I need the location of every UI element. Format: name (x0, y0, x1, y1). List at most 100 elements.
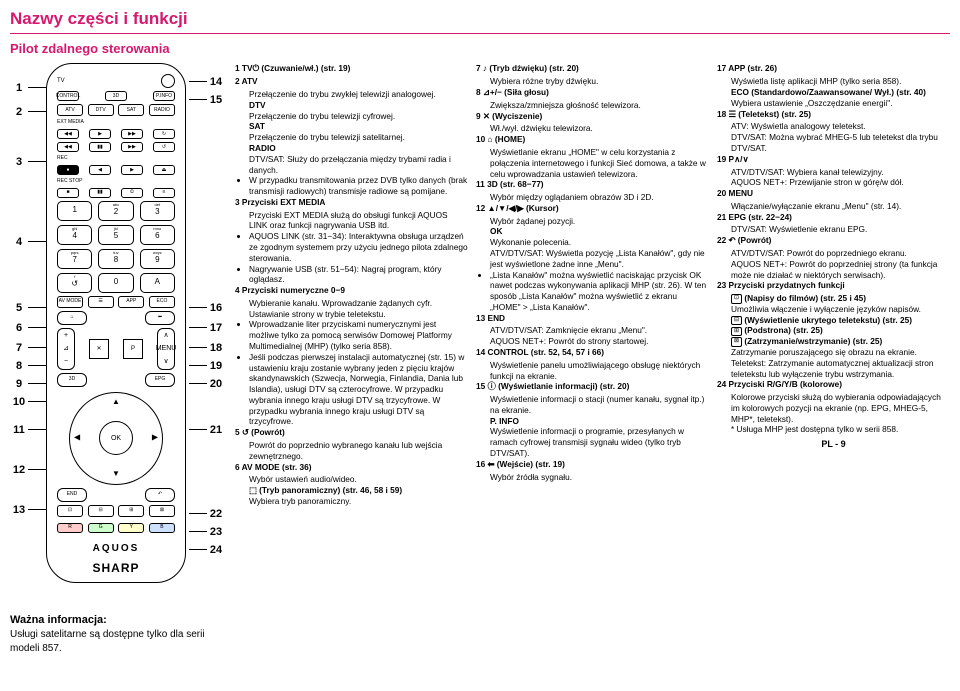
teletext-btn: ☰ (88, 296, 114, 308)
rec-label: REC (57, 155, 68, 162)
callout: 4 (10, 235, 28, 250)
sub-btn: ⊟ (88, 505, 114, 517)
callout: 1 (10, 81, 28, 96)
dpad: ▲▼ ◀▶ OK (69, 392, 163, 485)
callout: 3 (10, 155, 28, 170)
num-key: 0 (98, 273, 133, 293)
rec-btn: ▮▮ (89, 188, 111, 198)
return-btn: ↶ (145, 488, 175, 502)
callout: 12 (10, 463, 28, 478)
mute-btn: ✕ (89, 339, 109, 359)
dtv-btn: DTV (88, 104, 114, 116)
rec-btn: ◀ (89, 165, 111, 175)
page-footer: PL - 9 (717, 439, 950, 451)
vol-bar: +⊿− (57, 328, 75, 370)
callout: 23 (207, 525, 225, 540)
3d2-btn: 3D (57, 373, 87, 387)
callout: 2 (10, 105, 28, 120)
callout: 6 (10, 321, 28, 336)
ok-btn: OK (99, 421, 133, 455)
notice-box: Ważna informacja: Usługi satelitarne są … (10, 613, 225, 655)
callout: 8 (10, 359, 28, 374)
callout: 11 (10, 423, 28, 438)
rec-btn: ● (57, 165, 79, 175)
page-subtitle: Pilot zdalnego sterowania (10, 40, 950, 58)
callout: 17 (207, 321, 225, 336)
color-btn: R (57, 523, 83, 533)
col-3: 17 APP (str. 26) Wyświetla listę aplikac… (717, 63, 950, 655)
callout: 18 (207, 341, 225, 356)
sharp-logo: SHARP (92, 560, 139, 576)
color-btn: G (88, 523, 114, 533)
callout: 13 (10, 503, 28, 518)
media-btn: ↺ (153, 142, 175, 152)
eco-btn: ECO (149, 296, 175, 308)
notice-body: Usługi satelitarne są dostępne tylko dla… (10, 629, 205, 654)
callout: 21 (207, 423, 225, 438)
callout: 10 (10, 395, 28, 410)
input-btn: ⬅ (145, 311, 175, 325)
home-btn: ⌂ (57, 311, 87, 325)
media-btn: ↻ (153, 129, 175, 139)
remote-body: TV CONTROL 3D P.INFO ATV DTV SAT RADIO E… (46, 63, 186, 583)
num-key: tuv8 (98, 249, 133, 269)
control-btn: CONTROL (57, 91, 79, 101)
media-btn: ◀◀ (57, 142, 79, 152)
sub-btn: ⊠ (149, 505, 175, 517)
media-btn: ◀◀ (57, 129, 79, 139)
num-key: def3 (140, 201, 175, 221)
3d-btn: 3D (105, 91, 127, 101)
app-btn: APP (118, 296, 144, 308)
num-key: ghi4 (57, 225, 92, 245)
num-key: wxyz9 (140, 249, 175, 269)
pinfo-btn: P.INFO (153, 91, 175, 101)
tv-label: TV (57, 77, 65, 85)
media-btn: ▶▶ (121, 142, 143, 152)
rec-btn: ▶ (121, 165, 143, 175)
rec-btn: ⏲ (121, 188, 143, 198)
extmedia-label: EXT MEDIA (57, 119, 84, 126)
remote-diagram: TV CONTROL 3D P.INFO ATV DTV SAT RADIO E… (10, 63, 225, 603)
color-btn: B (149, 523, 175, 533)
num-key: 1 (57, 201, 92, 221)
col-2: 7 ♪ (Tryb dźwięku) (str. 20) Wybiera róż… (476, 63, 709, 655)
power-button (161, 74, 175, 88)
callout: 19 (207, 359, 225, 374)
media-btn: ▮▮ (89, 142, 111, 152)
avmode-btn: AV MODE (57, 296, 83, 308)
notice-head: Ważna informacja: (10, 614, 107, 626)
num-key: f↺ (57, 273, 92, 293)
callout: 24 (207, 543, 225, 558)
num-key: A (140, 273, 175, 293)
epg-btn: EPG (145, 373, 175, 387)
media-btn: ▶ (89, 129, 111, 139)
end-btn: END (57, 488, 87, 502)
rec-btn: ⏏ (153, 165, 175, 175)
col-1: 1 TV⏻ (Czuwanie/wł.) (str. 19) 2 ATV Prz… (235, 63, 468, 655)
callout: 5 (10, 301, 28, 316)
page-title: Nazwy części i funkcji (10, 8, 950, 34)
sub-btn: ⊞ (118, 505, 144, 517)
rec-btn: ≡ (153, 188, 175, 198)
sub-btn: ⊡ (57, 505, 83, 517)
aquos-logo: AQUOS (93, 542, 140, 556)
callout: 15 (207, 93, 225, 108)
numpad: 1abc2def3ghi4jkl5mno6pqrs7tuv8wxyz9f↺0A (57, 201, 175, 293)
color-btn: Y (118, 523, 144, 533)
sat-btn: SAT (118, 104, 144, 116)
num-key: jkl5 (98, 225, 133, 245)
radio-btn: RADIO (149, 104, 175, 116)
num-key: pqrs7 (57, 249, 92, 269)
callout: 9 (10, 377, 28, 392)
callout: 16 (207, 301, 225, 316)
atv-btn: ATV (57, 104, 83, 116)
recstop-label: REC STOP (57, 178, 82, 185)
rec-btn: ■ (57, 188, 79, 198)
callout: 14 (207, 75, 225, 90)
num-key: abc2 (98, 201, 133, 221)
p-label: P (123, 339, 143, 359)
callout: 7 (10, 341, 28, 356)
callout: 22 (207, 507, 225, 522)
callout: 20 (207, 377, 225, 392)
media-btn: ▶▶ (121, 129, 143, 139)
